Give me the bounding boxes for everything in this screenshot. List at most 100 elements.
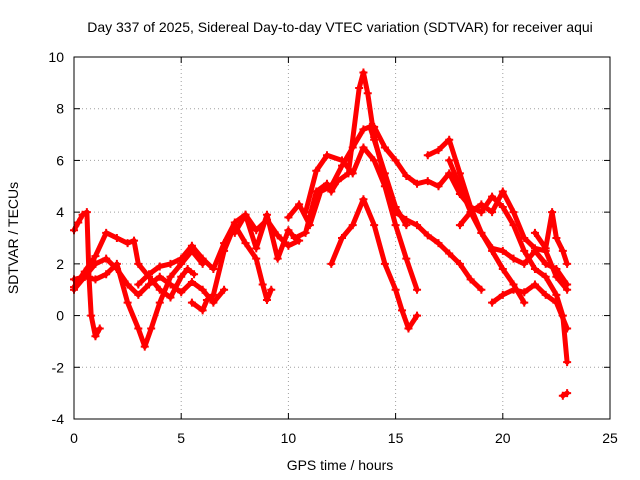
data-point-marker [488,208,497,217]
data-point-marker [391,156,400,165]
data-point-marker [198,306,207,315]
data-point-marker [123,280,132,289]
series-track-7 [230,210,299,263]
plot-frame [73,56,611,420]
data-point-marker [498,265,507,274]
data-point-marker [112,234,121,242]
data-point-marker [102,254,111,263]
data-point-marker [267,285,276,294]
data-point-marker [477,285,486,294]
data-point-marker [552,234,561,242]
data-point-marker [488,298,497,307]
data-point-marker [466,208,475,217]
data-point-marker [147,324,156,333]
data-point-marker [370,156,379,165]
data-point-marker [123,298,132,307]
data-point-marker [327,187,336,196]
data-point-marker [187,298,196,307]
data-point-marker [102,270,111,279]
data-point-marker [370,122,379,131]
data-point-marker [145,270,154,279]
data-point-marker [284,226,293,235]
data-point-marker [563,358,572,367]
data-series [70,68,572,400]
data-point-marker [209,298,218,307]
series-trace [393,209,484,293]
data-point-marker [498,202,507,211]
data-point-marker [262,210,271,219]
data-point-marker [80,272,89,281]
data-point-marker [252,254,261,263]
data-point-marker [130,236,139,245]
data-point-marker [434,239,443,248]
data-point-marker [327,259,336,268]
data-point-marker [258,280,267,289]
data-point-marker [348,221,357,230]
data-point-marker [87,311,96,320]
data-point-marker [498,290,507,299]
data-point-marker [102,228,111,237]
data-point-marker [198,254,207,263]
series-track-11 [327,195,422,333]
data-point-marker [155,262,164,271]
data-point-marker [563,389,572,398]
data-point-marker [134,280,143,289]
data-point-marker [413,285,422,294]
data-point-marker [359,68,368,77]
data-point-marker [273,231,282,240]
data-point-marker [312,166,321,175]
data-point-marker [359,125,368,134]
data-point-marker [74,218,83,227]
chart-title: Day 337 of 2025, Sidereal Day-to-day VTE… [87,19,593,35]
series-trace [71,230,197,300]
data-point-marker [434,182,443,191]
data-point-marker [359,195,368,204]
data-point-marker [355,84,364,93]
data-point-marker [177,288,186,297]
data-point-marker [509,254,518,263]
data-point-marker [290,234,299,242]
series-trace [292,70,399,241]
data-point-marker [509,285,518,294]
data-point-marker [520,298,529,307]
data-point-marker [295,200,304,209]
data-point-marker [252,226,261,235]
data-point-marker [209,290,218,299]
data-point-marker [209,265,218,274]
data-point-marker [404,324,413,333]
data-point-marker [413,221,422,230]
data-point-marker [552,298,561,307]
data-point-marker [423,177,432,186]
data-point-marker [466,275,475,284]
x-tick-label: 25 [602,430,618,446]
data-point-marker [187,241,196,250]
data-point-marker [166,280,175,289]
data-point-marker [230,228,239,237]
data-point-marker [541,272,550,281]
data-point-marker [370,221,379,230]
data-point-marker [445,249,454,258]
data-point-marker [91,259,100,268]
y-tick-label: 2 [56,256,64,272]
data-point-marker [552,272,561,281]
data-point-marker [477,208,486,217]
data-point-marker [322,179,331,188]
data-point-marker [155,285,164,294]
data-point-marker [134,290,143,299]
data-point-marker [134,259,143,268]
data-point-marker [187,277,196,286]
data-point-marker [112,265,121,274]
x-axis-label: GPS time / hours [287,457,394,473]
data-point-marker [423,151,432,160]
data-point-marker [380,182,389,191]
data-point-marker [509,221,518,230]
data-point-marker [284,213,293,222]
data-point-marker [301,228,310,237]
data-point-marker [91,275,100,284]
data-point-marker [155,298,164,307]
data-point-marker [312,187,321,196]
series-track-4 [70,254,229,307]
data-point-marker [558,246,567,255]
x-tick-label: 10 [281,430,297,446]
